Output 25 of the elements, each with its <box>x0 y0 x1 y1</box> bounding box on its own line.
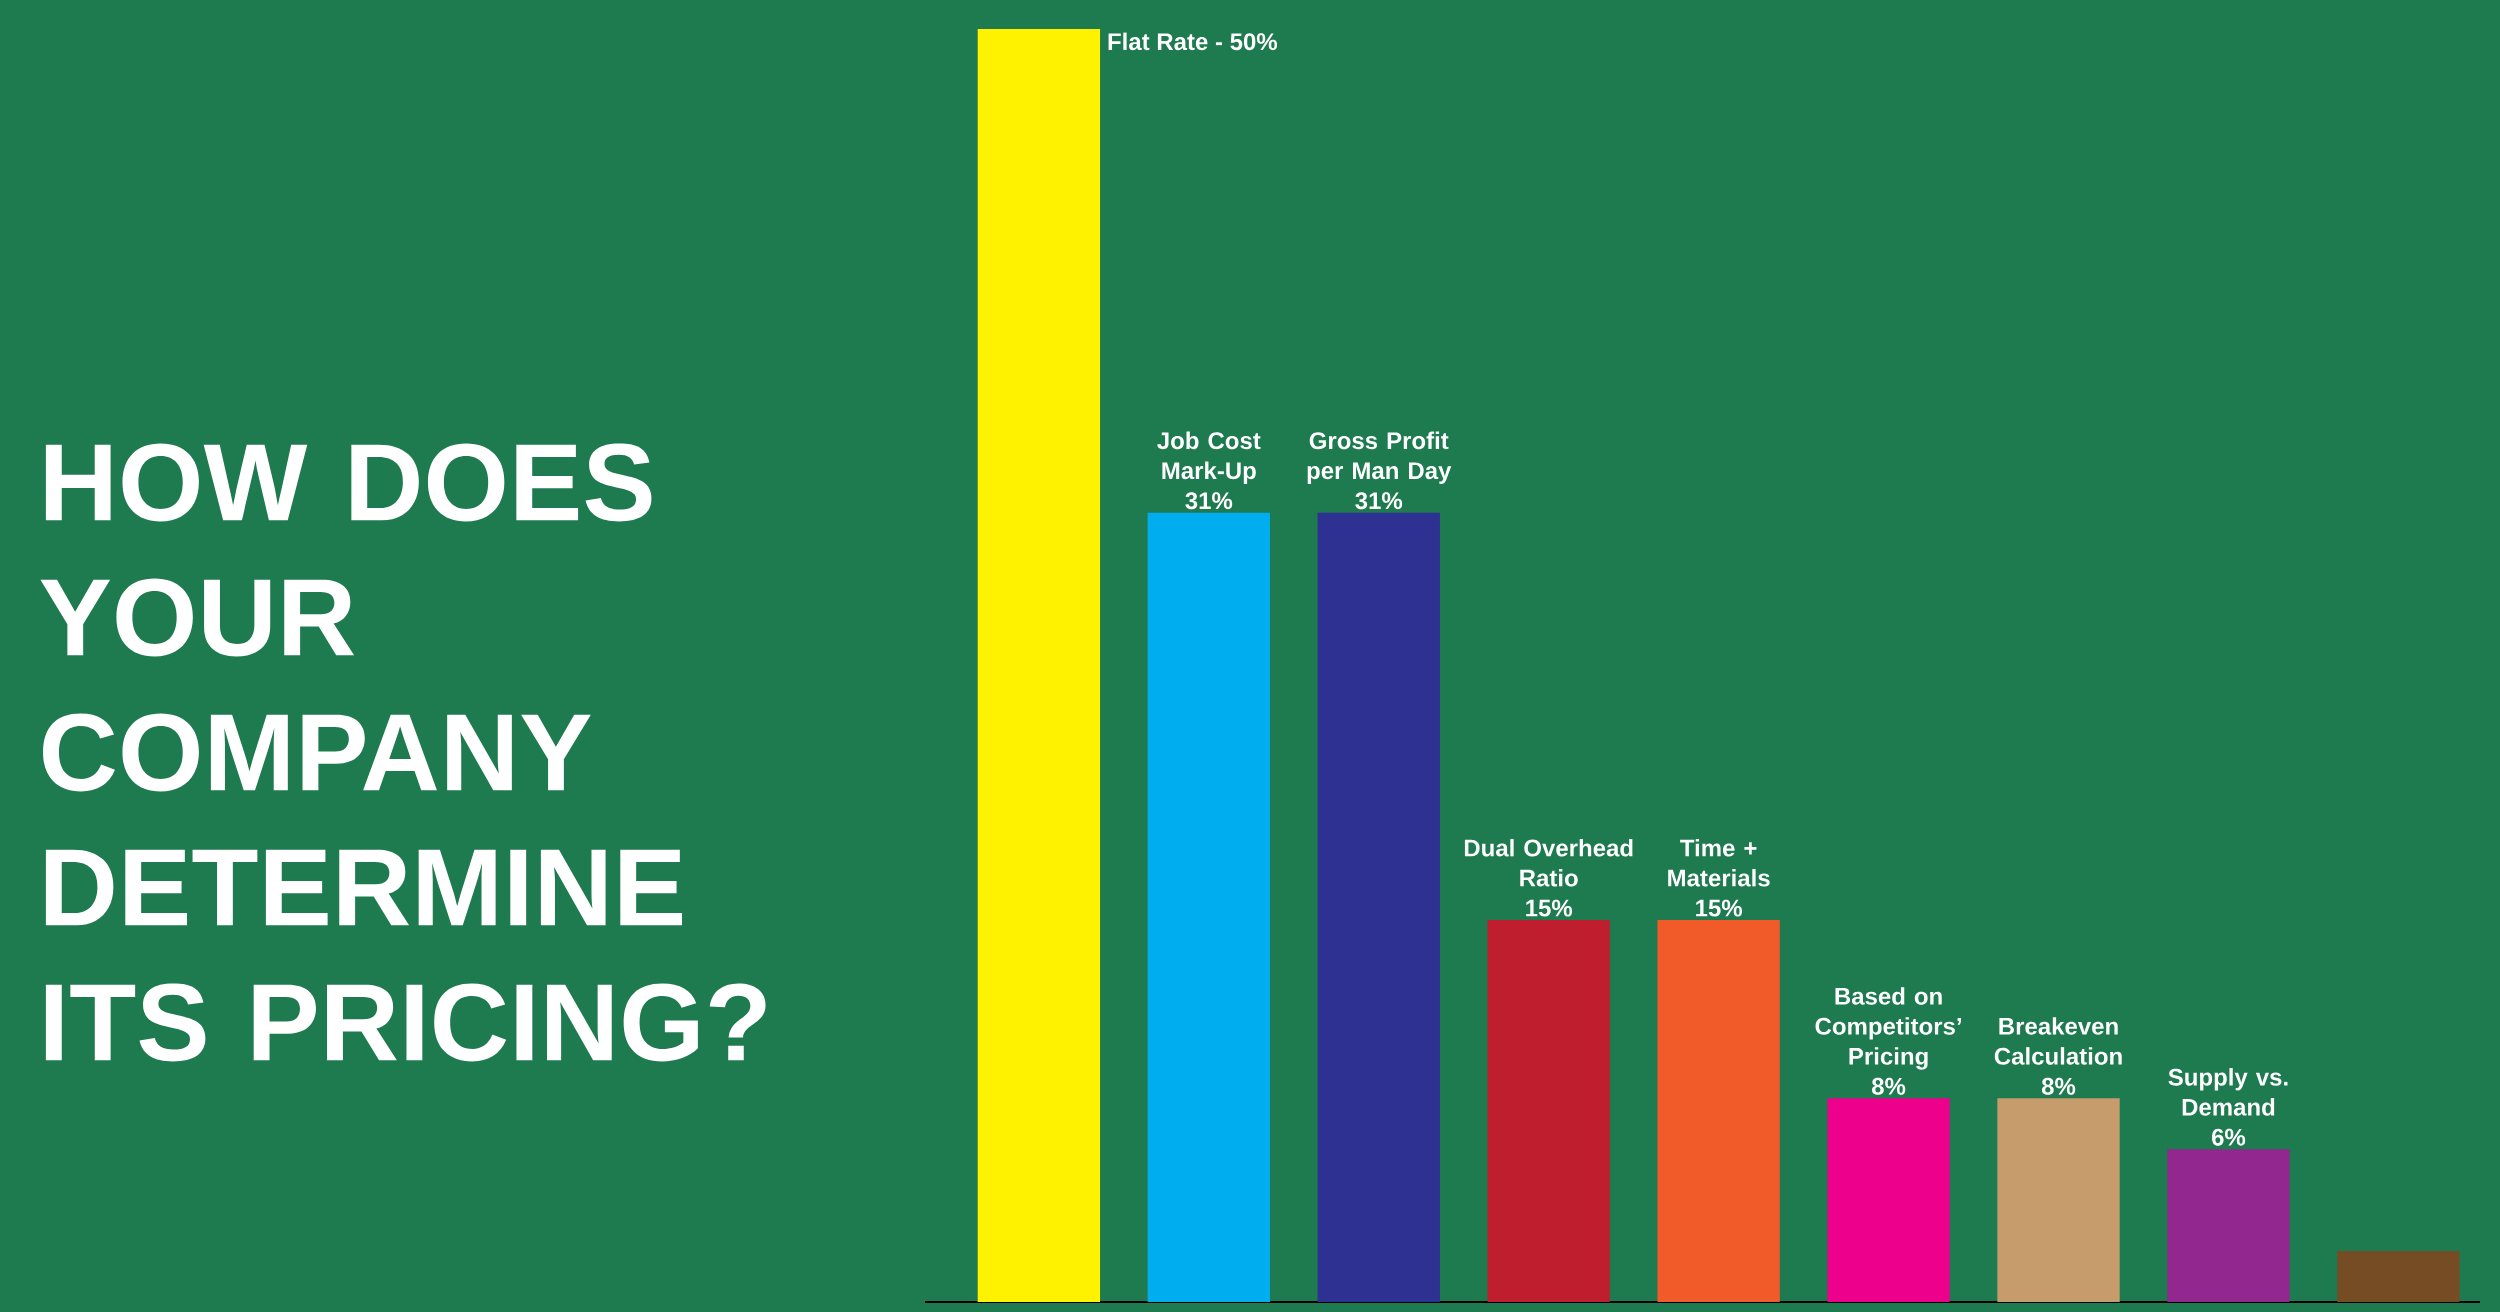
bar <box>1317 512 1440 1302</box>
x-tick-label: Based on Competitors’ Pricing <box>1815 987 1961 1070</box>
bar <box>1827 1098 1950 1302</box>
bar <box>1657 920 1780 1302</box>
data-label: 8% <box>1871 1077 1906 1095</box>
data-label: 15% <box>1526 899 1573 917</box>
x-tick-label: Job Cost Mark-Up <box>1157 431 1261 484</box>
bar <box>977 29 1101 1302</box>
bar <box>2167 1149 2290 1302</box>
x-tick-label: Gross Profit per Man Day <box>1307 431 1452 484</box>
x-tick-label: Breakeven Calculation <box>1994 1017 2122 1065</box>
x-tick-label: Supply vs. Demand <box>2168 1068 2288 1116</box>
text: HOW DOES YOUR COMPANY DETERMINE ITS PRICING? <box>40 443 766 1062</box>
data-label: 31% <box>1185 492 1233 510</box>
data-label: 6% <box>2211 1128 2246 1146</box>
bar <box>2337 1251 2460 1302</box>
data-label: 31% <box>1355 492 1403 510</box>
bar <box>1997 1098 2120 1302</box>
data-label: 8% <box>2041 1077 2076 1095</box>
x-tick-label: Time + Materials <box>1668 838 1770 887</box>
bar <box>1487 920 1610 1302</box>
x-tick-label: Dual Overhead Ratio <box>1464 838 1633 887</box>
annotation: Flat Rate - 50% <box>1108 32 1278 51</box>
data-label: 15% <box>1696 899 1742 917</box>
bar <box>1147 512 1270 1302</box>
